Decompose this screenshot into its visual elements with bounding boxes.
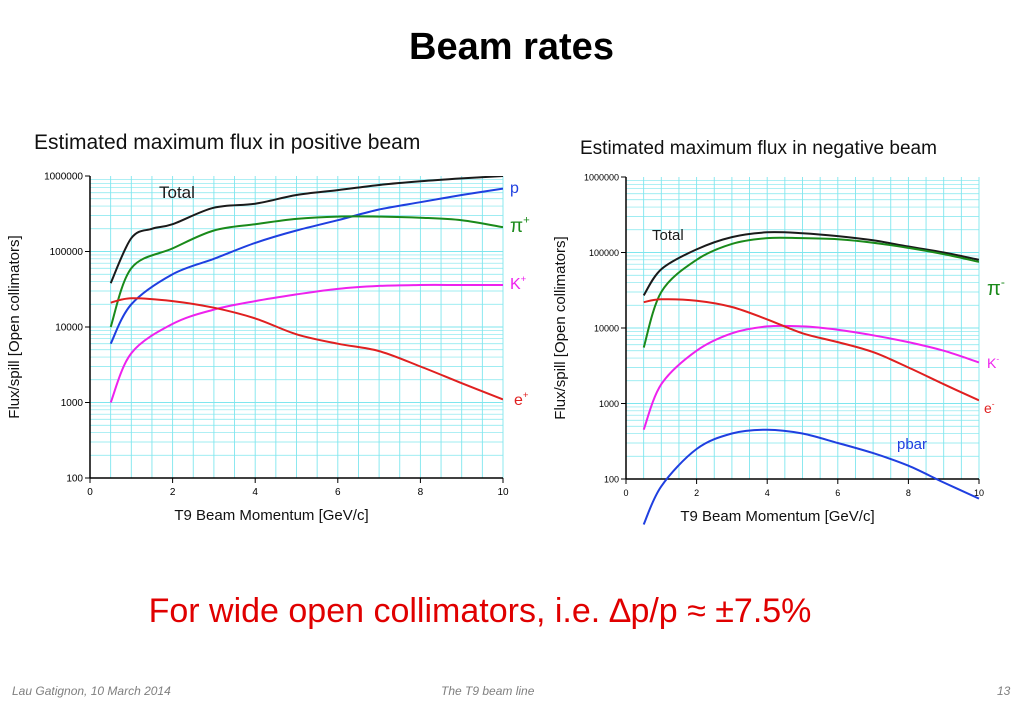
x-tick-label: 8	[418, 487, 424, 498]
series-line-pbar	[642, 428, 980, 525]
x-tick-label: 10	[974, 488, 984, 498]
series-label-: π-	[987, 275, 1005, 300]
chart-title: Estimated maximum flux in positive beam	[34, 131, 420, 154]
series-label-pbar: pbar	[897, 436, 927, 453]
y-tick-label: 10000	[55, 323, 83, 334]
y-tick-label: 100000	[50, 247, 84, 258]
slide-title: Beam rates	[409, 26, 614, 68]
series-line-p	[109, 187, 503, 345]
series-label-p: p	[510, 180, 519, 197]
series-line-e	[110, 297, 503, 401]
series-label-total: Total	[159, 183, 195, 202]
series-line-total	[642, 231, 979, 296]
footer-talk-title: The T9 beam line	[441, 684, 535, 698]
series-label-: π+	[510, 214, 530, 237]
grid	[89, 176, 504, 479]
y-tick-label: 100	[604, 475, 619, 485]
y-tick-label: 1000	[599, 399, 619, 409]
y-axis-label: Flux/spill [Open collimators]	[552, 236, 569, 419]
series-line-k	[642, 324, 979, 431]
series-line-e	[643, 298, 979, 402]
y-tick-label: 1000	[61, 398, 84, 409]
series-label-total: Total	[652, 227, 684, 244]
x-tick-label: 10	[497, 487, 509, 498]
x-axis-label: T9 Beam Momentum [GeV/c]	[680, 508, 874, 525]
x-tick-label: 6	[335, 487, 341, 498]
negative-beam-chart-svg: 0 2 4 6 8 10 100 1000 10000 100000 1000000 Estimate…	[552, 138, 1005, 525]
collimator-note: For wide open collimators, i.e. ∆p/p ≈ ±…	[148, 592, 812, 630]
x-tick-label: 4	[765, 488, 770, 498]
footer-author-date: Lau Gatignon, 10 March 2014	[12, 684, 171, 698]
y-tick-label: 1000000	[584, 173, 619, 183]
series-line-total	[109, 176, 503, 284]
positive-beam-chart: 0 2 4 6 8 10 100 1000 10000 100000 1000000 Estimate…	[4, 124, 549, 534]
x-tick-label: 2	[170, 487, 176, 498]
x-tick-label: 0	[87, 487, 93, 498]
x-tick-label: 2	[694, 488, 699, 498]
x-axis-label: T9 Beam Momentum [GeV/c]	[174, 507, 368, 524]
y-axis-label: Flux/spill [Open collimators]	[6, 235, 23, 418]
series-line-	[109, 215, 503, 328]
series-label-e: e-	[984, 399, 995, 416]
series-line-	[642, 236, 979, 348]
x-tick-label: 8	[906, 488, 911, 498]
x-tick-label: 4	[252, 487, 258, 498]
chart-title: Estimated maximum flux in negative beam	[580, 138, 937, 159]
y-tick-label: 100	[66, 474, 83, 485]
positive-beam-chart-svg: 0 2 4 6 8 10 100 1000 10000 100000 1000000 Estimate…	[6, 131, 530, 524]
x-tick-label: 6	[835, 488, 840, 498]
y-tick-label: 10000	[594, 324, 619, 334]
footer-page-number: 13	[997, 684, 1011, 698]
negative-beam-chart: 0 2 4 6 8 10 100 1000 10000 100000 1000000 Estimate…	[550, 128, 1020, 538]
y-tick-label: 100000	[589, 248, 619, 258]
series-label-k: K+	[510, 274, 527, 293]
x-tick-label: 0	[623, 488, 628, 498]
series-label-e: e+	[514, 390, 529, 409]
y-tick-label: 1000000	[44, 172, 83, 183]
series-line-k	[109, 283, 503, 403]
series-label-k: K-	[987, 354, 999, 371]
